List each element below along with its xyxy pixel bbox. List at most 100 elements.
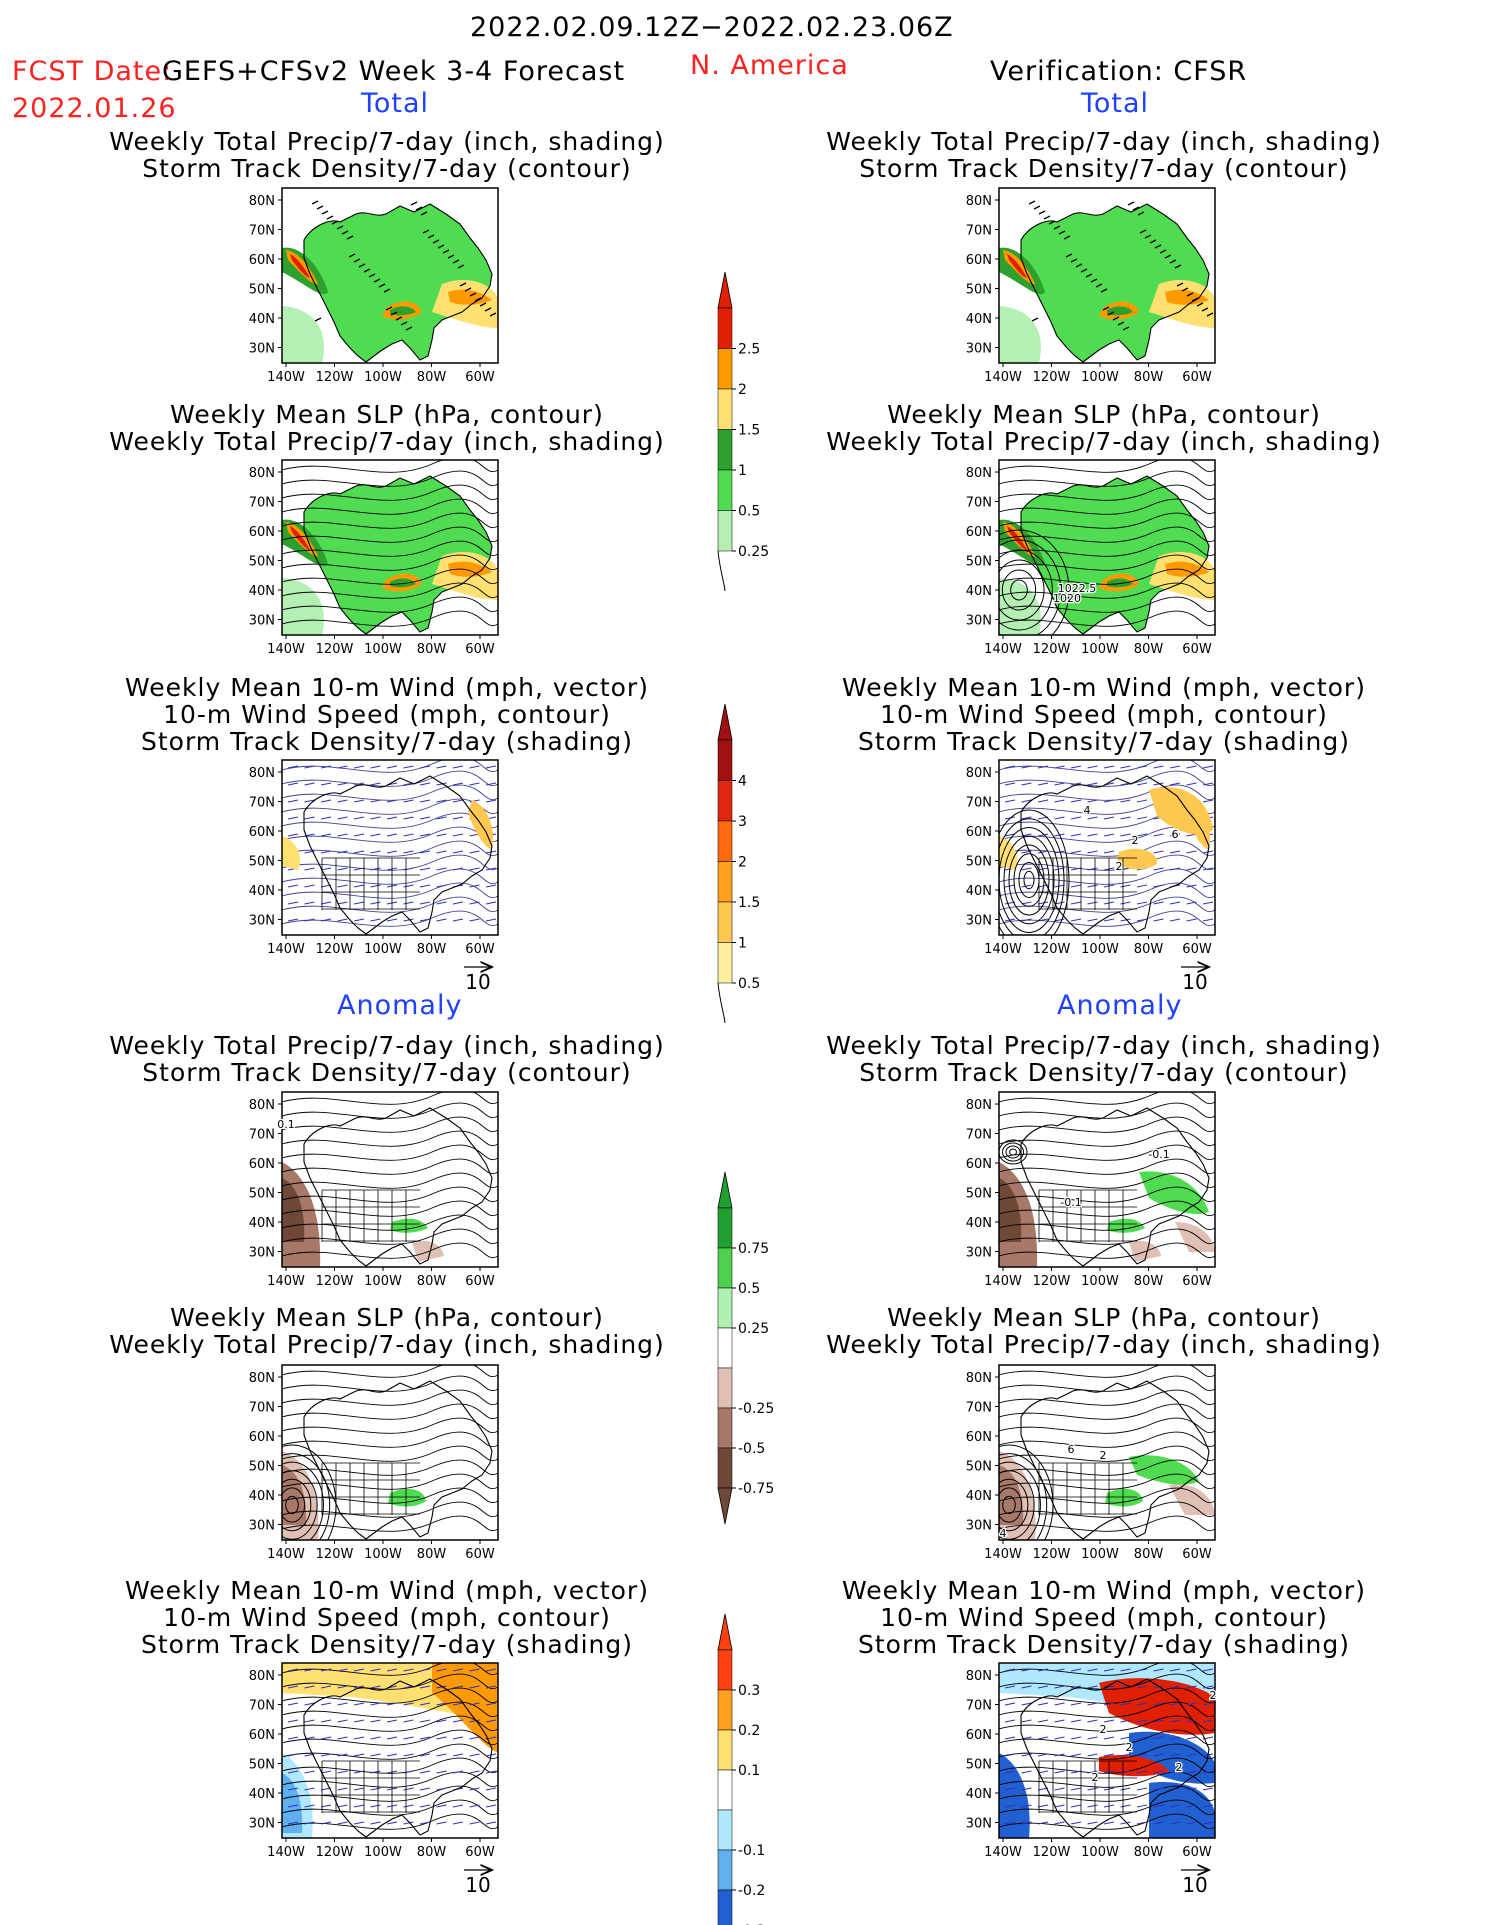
lon-label: 100W <box>364 642 402 657</box>
lat-label: 80N <box>966 1098 992 1113</box>
lat-label: 50N <box>249 1758 275 1773</box>
colorbar-swatch <box>717 1729 733 1771</box>
colorbar-label: 1 <box>738 463 747 479</box>
colorbar-label: 0.5 <box>738 504 760 520</box>
colorbar-label: 1.5 <box>738 895 760 911</box>
lon-label: 100W <box>1081 1845 1119 1860</box>
contour-label: 2 <box>1100 1723 1107 1736</box>
title-forecast-slp-anom: Weekly Mean SLP (hPa, contour) Weekly To… <box>37 1304 737 1358</box>
map-frame <box>998 459 1216 636</box>
lon-label: 120W <box>1033 1274 1071 1289</box>
colorbar-label: -0.25 <box>738 1401 774 1417</box>
lat-label: 80N <box>966 194 992 209</box>
lat-label: 80N <box>249 466 275 481</box>
map-panel-f-precip-total: 80N 70N 60N 50N 40N 30N 140W 120W 100W 80W 60W <box>249 187 499 385</box>
colorbar-storm_total: 4 3 2 1.5 1 0.5 <box>717 703 760 1024</box>
lon-label: 80W <box>1134 642 1164 657</box>
lon-label: 80W <box>1134 1547 1164 1562</box>
vector-ref-label: 10 <box>1182 1873 1207 1897</box>
colorbar-label: 1.5 <box>738 423 760 439</box>
lon-label: 80W <box>417 1547 447 1562</box>
lon-label: 120W <box>316 1547 354 1562</box>
colorbar-swatch <box>717 1447 733 1489</box>
lat-label: 50N <box>249 1460 275 1475</box>
colorbar-label: 0.3 <box>738 1683 760 1699</box>
lat-label: 50N <box>966 1187 992 1202</box>
contour-label: 4 <box>1084 804 1091 817</box>
lon-label: 120W <box>1033 1547 1071 1562</box>
lon-label: 60W <box>465 370 495 385</box>
contour-label: -0.1 <box>1060 1196 1081 1209</box>
lat-label: 30N <box>966 342 992 357</box>
lat-label: 70N <box>966 496 992 511</box>
lat-label: 30N <box>249 614 275 629</box>
lat-label: 40N <box>966 1787 992 1802</box>
contour-label: 2 <box>1210 1689 1217 1702</box>
title-line: Storm Track Density/7-day (contour) <box>142 1058 632 1087</box>
lon-label: 100W <box>1081 1547 1119 1562</box>
map-content <box>999 1663 1215 1838</box>
title-line: Weekly Mean SLP (hPa, contour) <box>170 1303 604 1332</box>
lat-label: 40N <box>249 584 275 599</box>
lat-label: 70N <box>966 796 992 811</box>
map-panel-v-slp-anom: 80N 70N 60N 50N 40N 30N 140W 120W 100W 80W 60W 6 2 4 <box>966 1364 1216 1562</box>
lat-label: 70N <box>249 1401 275 1416</box>
region-label: N. America <box>690 50 849 81</box>
lon-label: 140W <box>267 1547 305 1562</box>
title-line: Weekly Total Precip/7-day (inch, shading… <box>109 127 665 156</box>
contour-label: 2 <box>1092 1771 1099 1784</box>
lon-label: 120W <box>316 1274 354 1289</box>
lon-label: 120W <box>316 1845 354 1860</box>
contour-label: 6 <box>1068 1443 1075 1456</box>
lat-label: 70N <box>249 796 275 811</box>
contour-label: 6 <box>1172 828 1179 841</box>
title-line: 10-m Wind Speed (mph, contour) <box>880 700 1328 729</box>
lon-label: 60W <box>1182 942 1212 957</box>
lon-label: 60W <box>1182 1845 1212 1860</box>
lat-label: 30N <box>966 1817 992 1832</box>
lon-label: 120W <box>1033 370 1071 385</box>
lat-label: 40N <box>249 1489 275 1504</box>
lon-label: 80W <box>417 1845 447 1860</box>
map-panel-v-slp-total: 80N 70N 60N 50N 40N 30N 140W 120W 100W 80W 60W 1022… <box>966 459 1216 657</box>
map-content <box>282 760 498 935</box>
map-panel-f-wind-anom: 80N 70N 60N 50N 40N 30N 140W 120W 100W 80W 60W 10 <box>249 1662 499 1897</box>
lon-label: 80W <box>417 1274 447 1289</box>
lon-label: 80W <box>417 642 447 657</box>
title-line: 10-m Wind Speed (mph, contour) <box>163 700 611 729</box>
map-frame <box>998 1091 1216 1268</box>
colorbar-swatch <box>717 307 733 349</box>
contour-label: 2 <box>1126 1741 1133 1754</box>
lon-label: 100W <box>1081 942 1119 957</box>
map-content <box>999 188 1215 363</box>
colorbar-swatch <box>717 388 733 430</box>
lat-label: 40N <box>249 312 275 327</box>
lat-label: 80N <box>966 1669 992 1684</box>
colorbar-label: 4 <box>738 774 747 790</box>
lat-label: 40N <box>966 584 992 599</box>
lat-label: 60N <box>966 253 992 268</box>
colorbar-label: -0.1 <box>738 1843 765 1859</box>
fcst-date-value: 2022.01.26 <box>12 93 177 124</box>
colorbar-label: 0.5 <box>738 976 760 992</box>
map-panel-v-precip-total: 80N 70N 60N 50N 40N 30N 140W 120W 100W 80W 60W <box>966 187 1216 385</box>
lat-label: 30N <box>966 614 992 629</box>
lat-label: 80N <box>249 1098 275 1113</box>
lon-label: 140W <box>267 370 305 385</box>
section-total-right: Total <box>1081 88 1150 119</box>
colorbar-storm_anom: 0.3 0.2 0.1 -0.1 -0.2 -0.3 <box>717 1613 765 1925</box>
lat-label: 30N <box>249 342 275 357</box>
title-forecast-precip-anom: Weekly Total Precip/7-day (inch, shading… <box>37 1032 737 1086</box>
colorbar-label: 2 <box>738 382 747 398</box>
map-content <box>282 460 498 635</box>
lat-label: 50N <box>249 855 275 870</box>
title-line: Weekly Mean SLP (hPa, contour) <box>887 1303 1321 1332</box>
lat-label: 80N <box>966 1371 992 1386</box>
contour-label: 0.1 <box>277 1118 295 1131</box>
map-content <box>282 1365 498 1540</box>
lat-label: 70N <box>249 224 275 239</box>
colorbar-swatch <box>717 429 733 471</box>
colorbar-swatch <box>717 1247 733 1289</box>
colorbar-swatch <box>717 1367 733 1409</box>
colorbar-swatch <box>717 739 733 781</box>
